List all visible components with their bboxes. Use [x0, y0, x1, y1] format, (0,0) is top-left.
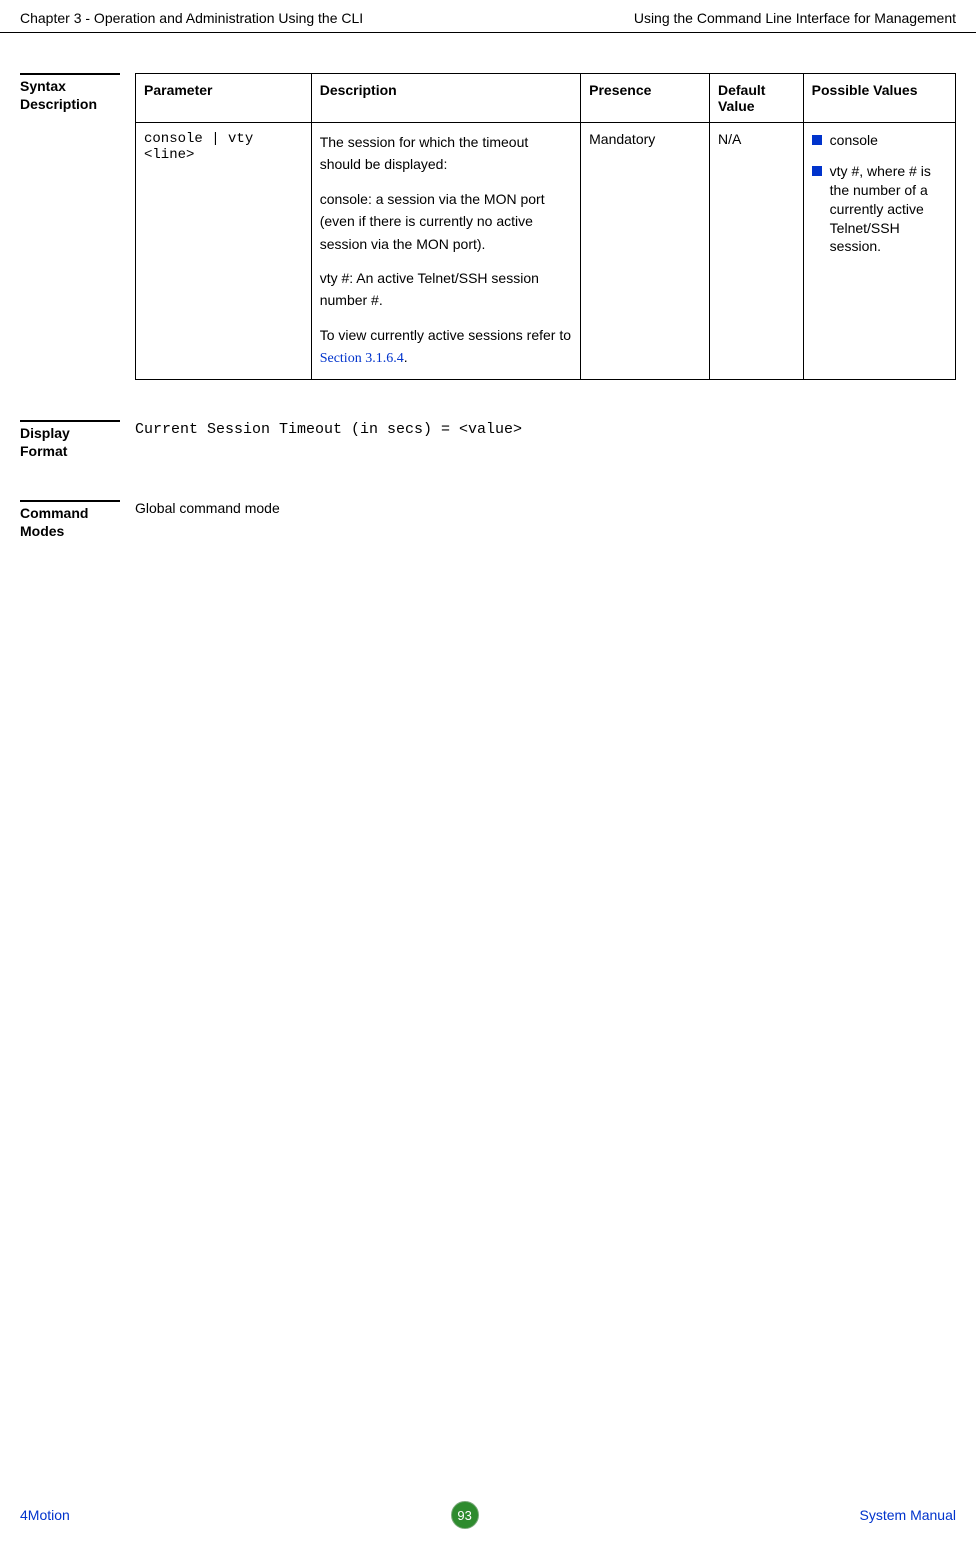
- cell-default-value: N/A: [709, 123, 803, 380]
- possible-value-2: vty #, where # is the number of a curren…: [830, 162, 947, 256]
- display-format-body: Current Session Timeout (in secs) = <val…: [120, 420, 956, 460]
- syntax-description-section: Syntax Description Parameter Description…: [20, 73, 956, 380]
- display-format-label-line1: Display: [20, 425, 70, 441]
- page-content: Syntax Description Parameter Description…: [0, 33, 976, 600]
- desc-p3: vty #: An active Telnet/SSH session numb…: [320, 267, 572, 312]
- possible-value-item: console: [812, 131, 947, 150]
- syntax-label-line1: Syntax: [20, 78, 66, 94]
- desc-p4-prefix: To view currently active sessions refer …: [320, 327, 571, 343]
- display-format-label-line2: Format: [20, 443, 67, 459]
- th-description: Description: [311, 74, 580, 123]
- th-default-value: Default Value: [709, 74, 803, 123]
- table-row: console | vty <line> The session for whi…: [136, 123, 956, 380]
- desc-p4: To view currently active sessions refer …: [320, 324, 572, 371]
- header-right: Using the Command Line Interface for Man…: [634, 10, 956, 26]
- cell-possible-values: console vty #, where # is the number of …: [803, 123, 955, 380]
- display-format-section: Display Format Current Session Timeout (…: [20, 420, 956, 460]
- cell-parameter: console | vty <line>: [136, 123, 312, 380]
- page-footer: 4Motion 93 System Manual: [0, 1501, 976, 1529]
- footer-left: 4Motion: [20, 1507, 70, 1523]
- possible-value-1: console: [830, 131, 947, 150]
- page-number-badge: 93: [451, 1501, 479, 1529]
- display-format-label-wrap: Display Format: [20, 420, 120, 460]
- th-parameter: Parameter: [136, 74, 312, 123]
- cell-description: The session for which the timeout should…: [311, 123, 580, 380]
- table-header-row: Parameter Description Presence Default V…: [136, 74, 956, 123]
- syntax-label: Syntax Description: [20, 77, 120, 113]
- bullet-icon: [812, 135, 822, 145]
- bullet-icon: [812, 166, 822, 176]
- command-modes-body: Global command mode: [120, 500, 956, 540]
- command-modes-label-line1: Command: [20, 505, 88, 521]
- section-rule: [20, 500, 120, 502]
- cell-presence: Mandatory: [581, 123, 710, 380]
- command-modes-section: Command Modes Global command mode: [20, 500, 956, 540]
- command-modes-label-line2: Modes: [20, 523, 64, 539]
- page-number: 93: [457, 1508, 471, 1523]
- possible-value-item: vty #, where # is the number of a curren…: [812, 162, 947, 256]
- parameter-table: Parameter Description Presence Default V…: [135, 73, 956, 380]
- command-modes-label-wrap: Command Modes: [20, 500, 120, 540]
- syntax-body: Parameter Description Presence Default V…: [120, 73, 956, 380]
- desc-p4-suffix: .: [404, 349, 408, 365]
- section-rule: [20, 73, 120, 75]
- display-format-label: Display Format: [20, 424, 120, 460]
- section-link[interactable]: Section 3.1.6.4: [320, 351, 404, 366]
- th-possible-values: Possible Values: [803, 74, 955, 123]
- desc-p1: The session for which the timeout should…: [320, 131, 572, 176]
- syntax-label-wrap: Syntax Description: [20, 73, 120, 380]
- th-presence: Presence: [581, 74, 710, 123]
- footer-right: System Manual: [860, 1507, 956, 1523]
- syntax-label-line2: Description: [20, 96, 97, 112]
- page-header: Chapter 3 - Operation and Administration…: [0, 0, 976, 33]
- section-rule: [20, 420, 120, 422]
- header-left: Chapter 3 - Operation and Administration…: [20, 10, 363, 26]
- command-modes-label: Command Modes: [20, 504, 120, 540]
- desc-p2: console: a session via the MON port (eve…: [320, 188, 572, 255]
- command-modes-text: Global command mode: [135, 500, 280, 516]
- display-format-text: Current Session Timeout (in secs) = <val…: [135, 421, 522, 438]
